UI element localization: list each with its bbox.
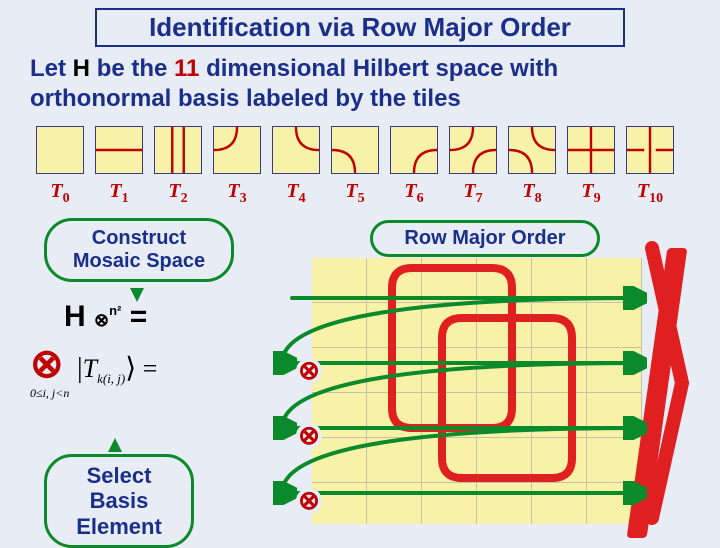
tile-10 <box>626 126 674 174</box>
mosaic-grid: ⊗ ⊗ ⊗ <box>252 258 652 524</box>
tile-6 <box>390 126 438 174</box>
formula-basis: ⊗ |Tk(i, j)⟩ = 0≤i, j<n <box>30 350 157 387</box>
tile-1 <box>95 126 143 174</box>
tile-label-6: T6 <box>390 180 438 207</box>
formula-tensor-space: H ⊗n² = <box>64 300 147 334</box>
formula1-eq: = <box>130 300 148 333</box>
tile-label-9: T9 <box>567 180 615 207</box>
subtitle-pre: Let <box>30 55 73 82</box>
tile-label-4: T4 <box>272 180 320 207</box>
tile-label-5: T5 <box>331 180 379 207</box>
tile-3 <box>213 126 261 174</box>
tile-label-2: T2 <box>154 180 202 207</box>
tile-2 <box>154 126 202 174</box>
bigotimes-icon: ⊗ <box>30 350 64 378</box>
title-text: Identification via Row Major Order <box>149 12 571 42</box>
bubble-construct: Construct Mosaic Space <box>44 218 234 282</box>
tile-7 <box>449 126 497 174</box>
formula2-eq: = <box>143 354 158 383</box>
tile-row <box>36 126 684 174</box>
tensor-icon-1: ⊗ <box>296 358 322 384</box>
tile-9 <box>567 126 615 174</box>
tensor-icon-2: ⊗ <box>296 423 322 449</box>
formula1-tensor: ⊗ <box>94 310 109 330</box>
tile-0 <box>36 126 84 174</box>
tile-4 <box>272 126 320 174</box>
formula1-H: H <box>64 300 86 333</box>
tile-label-8: T8 <box>508 180 556 207</box>
title-box: Identification via Row Major Order <box>95 8 625 47</box>
tile-label-7: T7 <box>449 180 497 207</box>
tensor-icon-3: ⊗ <box>296 488 322 514</box>
tile-label-10: T10 <box>626 180 674 207</box>
subtitle-mid1: be the <box>97 55 174 82</box>
tile-label-0: T0 <box>36 180 84 207</box>
bubble-construct-text: Construct Mosaic Space <box>73 227 205 272</box>
tile-label-3: T3 <box>213 180 261 207</box>
arrow-select-icon <box>108 438 122 452</box>
tile-5 <box>331 126 379 174</box>
subtitle-H: H <box>73 55 90 82</box>
formula2-sub: k(i, j) <box>97 371 125 386</box>
knot-svg <box>222 228 692 538</box>
bubble-select: Select Basis Element <box>44 454 194 548</box>
tile-labels: T0 T1 T2 T3 T4 T5 T6 T7 T8 T9 T10 <box>36 180 684 207</box>
subtitle: Let H be the 11 dimensional Hilbert spac… <box>30 54 690 114</box>
formula2-range: 0≤i, j<n <box>30 386 69 401</box>
tile-8 <box>508 126 556 174</box>
bubble-select-text: Select Basis Element <box>76 463 162 539</box>
subtitle-11: 11 <box>174 55 199 82</box>
tile-label-1: T1 <box>95 180 143 207</box>
formula1-exp: n² <box>109 303 121 318</box>
